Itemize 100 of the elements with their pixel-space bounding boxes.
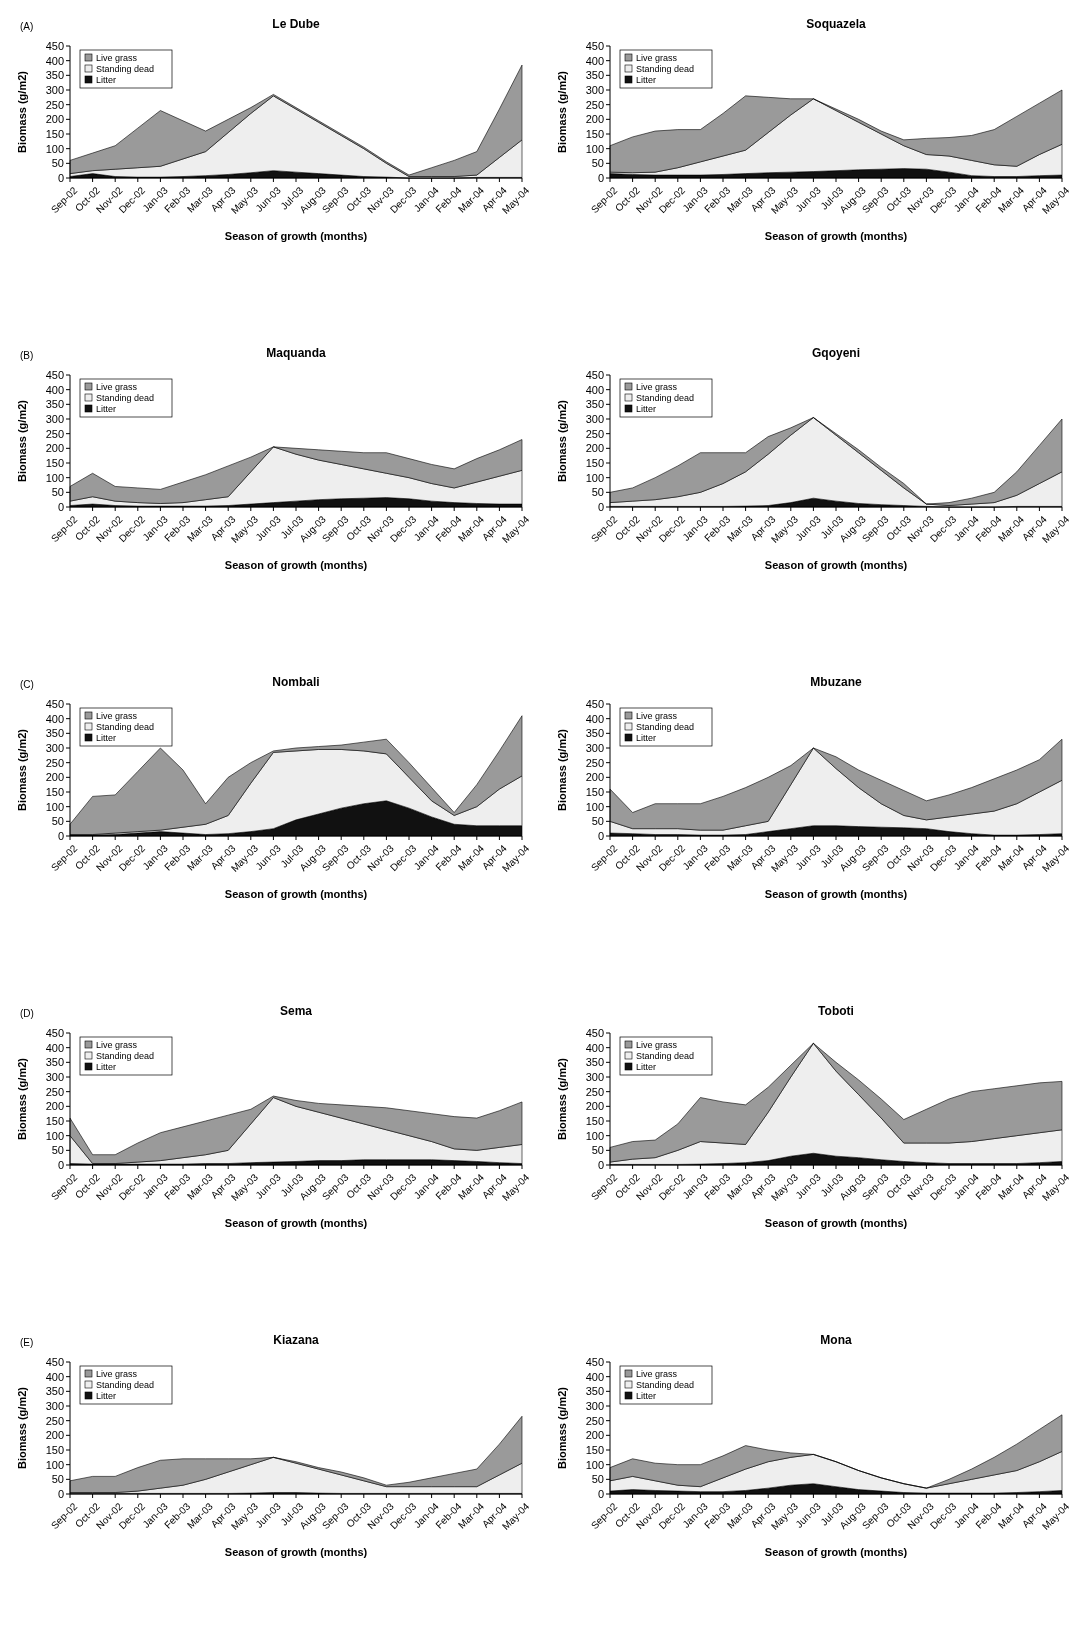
chart-title: Gqoyeni xyxy=(811,346,861,360)
y-tick-label: 200 xyxy=(45,442,64,455)
y-tick-label: 200 xyxy=(45,1100,64,1113)
y-tick-label: 450 xyxy=(45,1355,64,1368)
y-tick-label: 350 xyxy=(45,69,64,82)
x-axis-title: Season of growth (months) xyxy=(224,230,368,242)
legend-label: Litter xyxy=(96,732,117,743)
legend-label: Standing dead xyxy=(96,1050,155,1061)
y-tick-label: 200 xyxy=(585,442,604,455)
y-tick-label: 350 xyxy=(585,1056,604,1069)
y-axis-title: Biomass (g/m2) xyxy=(556,70,568,153)
legend-label: Standing dead xyxy=(636,63,695,74)
y-axis-title: Biomass (g/m2) xyxy=(556,1057,568,1140)
y-axis-title: Biomass (g/m2) xyxy=(16,399,28,482)
y-tick-label: 100 xyxy=(585,800,604,813)
y-tick-label: 100 xyxy=(45,1129,64,1142)
x-axis-title: Season of growth (months) xyxy=(224,888,368,900)
y-tick-label: 350 xyxy=(45,398,64,411)
y-tick-label: 100 xyxy=(585,1129,604,1142)
y-tick-label: 50 xyxy=(591,1144,604,1157)
y-axis-title: Biomass (g/m2) xyxy=(16,1386,28,1469)
x-axis-title: Season of growth (months) xyxy=(764,1546,908,1558)
legend-label: Standing dead xyxy=(96,1379,155,1390)
legend-label: Live grass xyxy=(636,52,678,63)
y-tick-label: 0 xyxy=(57,1487,64,1500)
y-tick-label: 100 xyxy=(585,1458,604,1471)
text: (A) xyxy=(20,21,34,32)
chart-title: Maquanda xyxy=(266,346,326,360)
legend-label: Litter xyxy=(96,74,117,85)
y-tick-label: 150 xyxy=(585,1443,604,1456)
y-tick-label: 150 xyxy=(585,785,604,798)
chart-title: Kiazana xyxy=(273,1333,319,1347)
y-tick-label: 200 xyxy=(45,113,64,126)
y-tick-label: 350 xyxy=(45,727,64,740)
y-tick-label: 0 xyxy=(57,171,64,184)
y-tick-label: 50 xyxy=(51,815,64,828)
legend-label: Live grass xyxy=(96,1368,138,1379)
y-tick-label: 0 xyxy=(57,1158,64,1171)
y-tick-label: 50 xyxy=(51,486,64,499)
legend-label: Litter xyxy=(636,732,657,743)
y-tick-label: 250 xyxy=(585,427,604,440)
y-tick-label: 0 xyxy=(597,500,604,513)
y-tick-label: 50 xyxy=(51,1473,64,1486)
y-tick-label: 0 xyxy=(597,1487,604,1500)
y-tick-label: 250 xyxy=(45,1414,64,1427)
legend-label: Litter xyxy=(636,403,657,414)
y-tick-label: 300 xyxy=(45,1399,64,1412)
y-tick-label: 200 xyxy=(45,1429,64,1442)
y-tick-label: 100 xyxy=(45,471,64,484)
y-tick-label: 300 xyxy=(45,741,64,754)
legend-label: Standing dead xyxy=(96,721,155,732)
y-tick-label: 0 xyxy=(57,829,64,842)
x-axis-title: Season of growth (months) xyxy=(224,1217,368,1229)
y-tick-label: 100 xyxy=(45,142,64,155)
legend-label: Litter xyxy=(96,403,117,414)
y-tick-label: 50 xyxy=(591,486,604,499)
legend-label: Standing dead xyxy=(96,392,155,403)
y-tick-label: 300 xyxy=(585,1399,604,1412)
y-tick-label: 200 xyxy=(45,771,64,784)
y-tick-label: 350 xyxy=(585,727,604,740)
chart-title: Mona xyxy=(820,1333,852,1347)
y-tick-label: 400 xyxy=(45,712,64,725)
legend-label: Live grass xyxy=(636,710,678,721)
x-axis-title: Season of growth (months) xyxy=(764,230,908,242)
legend-label: Litter xyxy=(96,1061,117,1072)
y-axis-title: Biomass (g/m2) xyxy=(16,1057,28,1140)
legend-label: Standing dead xyxy=(636,1379,695,1390)
legend-label: Standing dead xyxy=(636,1050,695,1061)
y-tick-label: 250 xyxy=(45,98,64,111)
y-tick-label: 400 xyxy=(45,383,64,396)
y-axis-title: Biomass (g/m2) xyxy=(16,728,28,811)
y-tick-label: 450 xyxy=(585,1026,604,1039)
chart-title: Mbuzane xyxy=(810,675,862,689)
y-tick-label: 400 xyxy=(585,712,604,725)
x-axis-title: Season of growth (months) xyxy=(224,1546,368,1558)
y-tick-label: 250 xyxy=(585,98,604,111)
y-tick-label: 400 xyxy=(45,1370,64,1383)
text: (C) xyxy=(20,679,34,690)
y-tick-label: 300 xyxy=(45,83,64,96)
legend-label: Standing dead xyxy=(636,392,695,403)
legend-label: Live grass xyxy=(636,1368,678,1379)
y-tick-label: 400 xyxy=(45,54,64,67)
y-tick-label: 400 xyxy=(585,383,604,396)
y-tick-label: 150 xyxy=(585,456,604,469)
legend-label: Litter xyxy=(636,1390,657,1401)
y-tick-label: 450 xyxy=(585,697,604,710)
y-tick-label: 300 xyxy=(45,412,64,425)
y-axis-title: Biomass (g/m2) xyxy=(556,399,568,482)
legend-label: Standing dead xyxy=(96,63,155,74)
x-axis-title: Season of growth (months) xyxy=(764,559,908,571)
y-tick-label: 450 xyxy=(45,368,64,381)
chart-title: Le Dube xyxy=(272,17,320,31)
y-tick-label: 100 xyxy=(45,1458,64,1471)
y-tick-label: 150 xyxy=(585,1114,604,1127)
y-tick-label: 0 xyxy=(57,500,64,513)
y-tick-label: 250 xyxy=(45,427,64,440)
legend-label: Live grass xyxy=(636,381,678,392)
y-tick-label: 400 xyxy=(585,1370,604,1383)
y-tick-label: 450 xyxy=(585,368,604,381)
y-tick-label: 150 xyxy=(45,1114,64,1127)
